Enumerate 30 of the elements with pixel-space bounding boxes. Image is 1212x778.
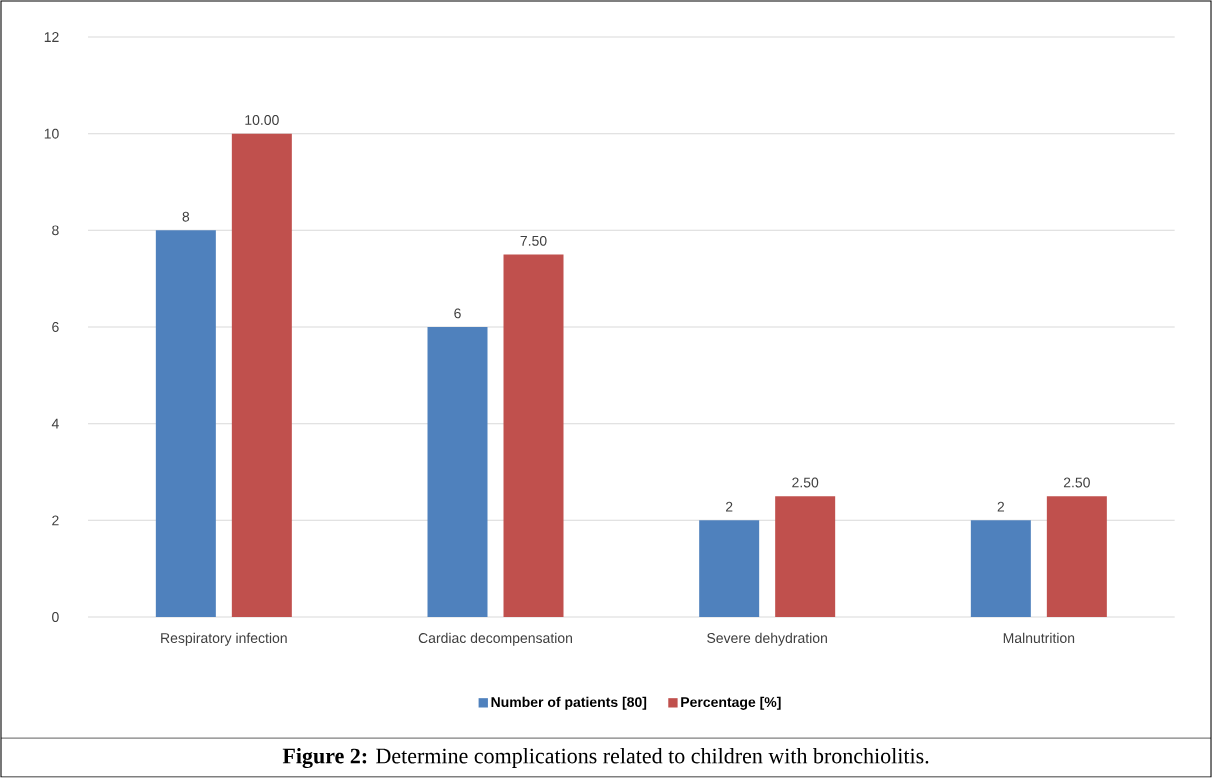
- data-label: 10.00: [245, 115, 279, 125]
- legend-label: Percentage [%]: [681, 696, 781, 710]
- bar: [775, 496, 836, 617]
- bar: [427, 327, 488, 617]
- bar: [231, 133, 292, 617]
- y-tick-label: 12: [44, 32, 59, 42]
- text: Figure 2: Determine complications related to children with bronchiolitis.: [282, 747, 929, 769]
- data-label: 6: [454, 308, 461, 319]
- bar: [155, 230, 216, 617]
- data-label: 2.50: [792, 477, 819, 488]
- y-tick-label: 6: [52, 322, 59, 332]
- bar: [970, 520, 1031, 617]
- data-label: 2: [725, 501, 733, 512]
- x-tick-label: Severe dehydration: [707, 632, 827, 646]
- y-tick-label: 8: [52, 225, 59, 236]
- x-tick-label: Cardiac decompensation: [418, 632, 572, 646]
- data-label: 8: [182, 211, 190, 222]
- y-tick-label: 4: [51, 418, 59, 429]
- bar: [1046, 496, 1107, 617]
- x-tick-label: Respiratory infection: [161, 632, 287, 646]
- legend-label: Number of patients [80]: [491, 696, 647, 710]
- y-tick-label: 0: [52, 612, 59, 622]
- y-tick-label: 2: [52, 515, 59, 526]
- bar: [503, 254, 564, 617]
- data-label: 7.50: [520, 235, 547, 246]
- bar: [699, 520, 760, 617]
- y-tick-label: 10: [44, 128, 59, 139]
- data-label: 2: [997, 501, 1005, 512]
- data-label: 2.50: [1063, 477, 1090, 488]
- x-tick-label: Malnutrition: [1003, 632, 1075, 644]
